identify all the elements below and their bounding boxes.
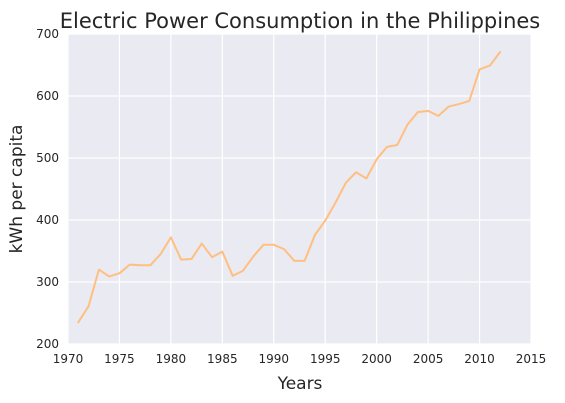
y-tick-label: 700 xyxy=(36,27,59,41)
y-tick-label: 400 xyxy=(36,213,59,227)
x-tick-label: 1980 xyxy=(156,352,187,366)
y-tick-label: 300 xyxy=(36,275,59,289)
chart-title: Electric Power Consumption in the Philip… xyxy=(60,9,541,33)
y-axis-title: kWh per capita xyxy=(7,125,27,254)
x-tick-label: 2000 xyxy=(361,352,392,366)
y-tick-labels: 200 300 400 500 600 700 xyxy=(36,27,59,351)
y-tick-label: 600 xyxy=(36,89,59,103)
x-tick-labels: 1970 1975 1980 1985 1990 1995 2000 2005 2010 2015 xyxy=(53,352,547,366)
x-tick-label: 1995 xyxy=(310,352,341,366)
series-line xyxy=(77,50,502,324)
plot-background xyxy=(68,34,531,344)
y-tick-label: 500 xyxy=(36,151,59,165)
x-tick-label: 1990 xyxy=(259,352,290,366)
x-tick-label: 1975 xyxy=(104,352,135,366)
x-tick-label: 2015 xyxy=(516,352,547,366)
x-tick-label: 1970 xyxy=(53,352,84,366)
series-line-group xyxy=(77,50,502,324)
x-axis-title: Years xyxy=(277,374,323,394)
x-tick-label: 1985 xyxy=(207,352,238,366)
grid xyxy=(67,33,532,345)
x-tick-label: 2005 xyxy=(413,352,444,366)
x-tick-label: 2010 xyxy=(464,352,495,366)
y-tick-label: 200 xyxy=(36,337,59,351)
